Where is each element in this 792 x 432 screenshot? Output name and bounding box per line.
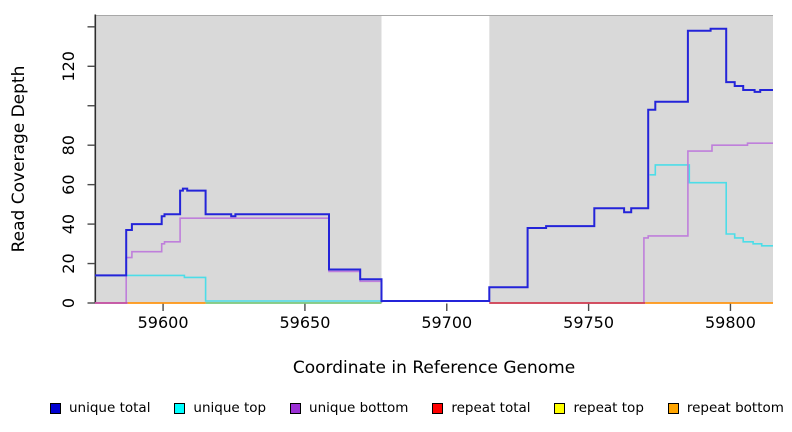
legend-swatch-icon xyxy=(667,402,679,414)
legend-item-unique-top: unique top xyxy=(174,400,266,416)
legend-item-repeat-top: repeat top xyxy=(554,400,644,416)
y-tick-label: 20 xyxy=(59,253,78,273)
legend-swatch-icon xyxy=(290,402,302,414)
series-line-unique-top xyxy=(95,274,382,302)
legend-label: repeat top xyxy=(573,400,644,416)
legend-label: repeat bottom xyxy=(686,400,784,416)
series-line-unique-bottom xyxy=(489,142,773,304)
y-tick-label: 60 xyxy=(59,174,78,194)
legend-item-repeat-bottom: repeat bottom xyxy=(667,400,784,416)
legend-swatch-icon xyxy=(50,402,61,414)
y-tick-label: 40 xyxy=(59,214,78,234)
series-line-unique-top xyxy=(649,164,773,247)
x-tick-label: 59700 xyxy=(421,313,472,332)
y-axis-title: Read Coverage Depth xyxy=(9,66,29,253)
series-line-unique-total xyxy=(95,27,773,302)
x-tick-label: 59800 xyxy=(705,313,756,332)
legend-item-unique-bottom: unique bottom xyxy=(290,400,408,416)
chart-legend: unique total unique top unique bottom repea… xyxy=(50,397,784,419)
y-tick-label: 80 xyxy=(59,135,78,155)
y-tick-label: 0 xyxy=(59,298,78,308)
x-tick-label: 59650 xyxy=(279,313,330,332)
legend-swatch-icon xyxy=(554,402,566,414)
y-tick-label: 120 xyxy=(59,51,78,82)
legend-item-repeat-total: repeat total xyxy=(432,400,531,416)
legend-item-unique-total: unique total xyxy=(50,400,150,416)
x-tick-label: 59600 xyxy=(138,313,189,332)
x-axis-title: Coordinate in Reference Genome xyxy=(293,358,575,378)
legend-swatch-icon xyxy=(174,402,186,414)
legend-label: unique top xyxy=(193,400,267,416)
plot-area: 59600 59650 59700 59750 59800 0 20 40 60 80 120 xyxy=(59,14,773,332)
coverage-gap-region xyxy=(381,15,490,303)
legend-label: unique bottom xyxy=(309,400,409,416)
legend-label: repeat total xyxy=(451,400,531,416)
legend-label: unique total xyxy=(69,400,151,416)
x-tick-label: 59750 xyxy=(563,313,614,332)
legend-swatch-icon xyxy=(432,402,444,414)
